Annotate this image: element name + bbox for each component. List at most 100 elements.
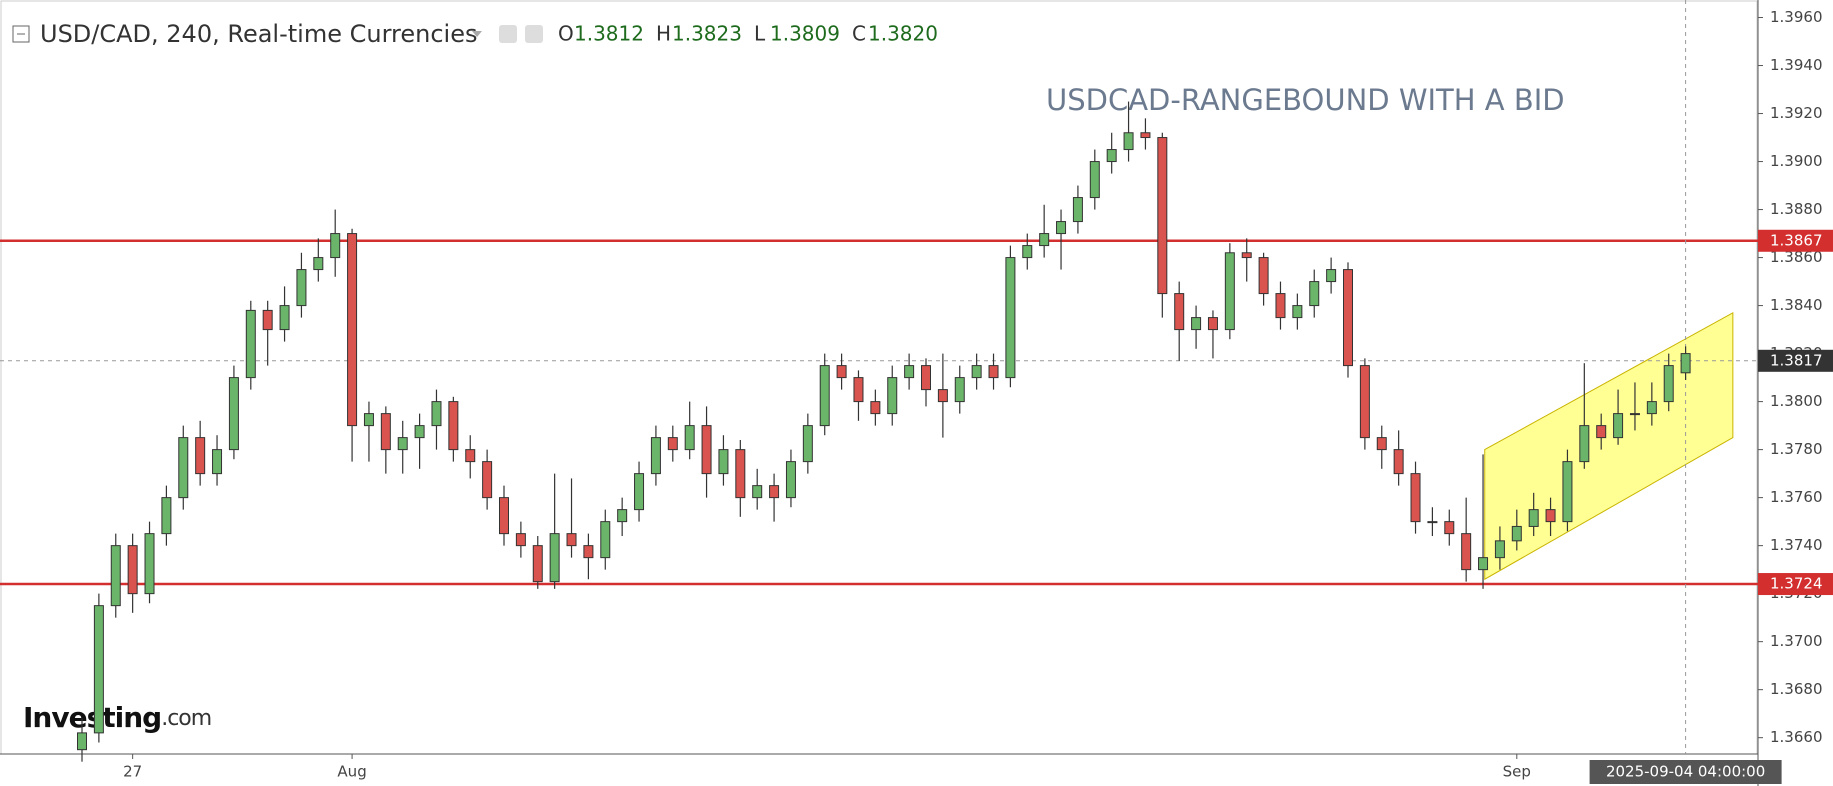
level-label: 1.3867: [1770, 231, 1823, 249]
y-tick-label: 1.3660: [1770, 728, 1823, 746]
candle-body: [397, 437, 408, 451]
candle-body: [363, 413, 374, 427]
last-price-tag: [1758, 349, 1833, 372]
candle-body: [600, 521, 611, 559]
time-label: 2025-09-04 04:00:00: [1606, 763, 1765, 781]
candle-body: [971, 365, 982, 379]
time-tag: [1589, 760, 1782, 784]
y-tick-label: 1.3700: [1770, 632, 1823, 650]
ohlc-value: 1.3809: [770, 22, 840, 46]
candle-body: [735, 449, 746, 499]
candle-body: [262, 309, 273, 331]
candle-body: [1275, 293, 1286, 319]
candle-body: [1646, 401, 1657, 415]
ohlc-header: O 1.3812 H 1.3823 L 1.3809 C 1.3820: [558, 22, 938, 46]
candle-body: [1343, 269, 1353, 367]
candle-body: [1292, 305, 1303, 319]
candle-body: [904, 365, 915, 379]
candle-body: [1663, 365, 1674, 403]
candle-body: [515, 533, 526, 547]
candle-body: [1629, 413, 1640, 416]
candle-body: [667, 437, 678, 451]
candle-body: [954, 377, 965, 403]
y-tick-label: 1.3740: [1770, 536, 1823, 554]
ohlc-value: 1.3812: [574, 22, 644, 46]
candle-body: [414, 425, 425, 439]
candle-body: [836, 365, 847, 379]
eye-icon[interactable]: [499, 25, 517, 43]
candle-body: [1545, 509, 1556, 523]
ohlc-key: O: [558, 22, 574, 46]
candle-body: [1393, 449, 1404, 475]
candle-body: [1596, 425, 1607, 439]
dropdown-arrow[interactable]: [472, 31, 482, 37]
candle-body: [785, 461, 796, 499]
x-tick-label: 27: [123, 763, 142, 781]
symbol-title: USD/CAD, 240, Real-time Currencies: [40, 20, 477, 48]
candle-body: [819, 365, 830, 427]
candle-body: [1224, 252, 1235, 331]
candle-body: [499, 497, 509, 535]
candle-body: [988, 365, 999, 379]
candle-body: [1478, 557, 1489, 571]
candle-body: [1427, 521, 1438, 524]
candle-body: [228, 377, 239, 451]
y-tick-label: 1.3780: [1770, 440, 1823, 458]
y-tick-label: 1.3920: [1770, 104, 1823, 122]
settings-icon[interactable]: [525, 25, 543, 43]
candle-body: [1072, 197, 1083, 223]
candle-body: [1410, 473, 1421, 523]
candle-body: [212, 449, 223, 475]
candle-body: [279, 305, 290, 331]
candle-body: [1056, 221, 1067, 235]
candle-body: [532, 545, 543, 583]
collapse-icon[interactable]: [12, 25, 30, 43]
candle-body: [684, 425, 695, 451]
candle-body: [650, 437, 661, 475]
candle-body: [1359, 365, 1370, 439]
candle-body: [1461, 533, 1472, 571]
logo: Investing.com: [23, 701, 211, 734]
candle-body: [802, 425, 813, 463]
logo-suffix: .com: [161, 706, 211, 731]
candle-body: [1680, 353, 1691, 374]
candle-body: [887, 377, 898, 415]
candle-body: [1528, 509, 1539, 527]
y-tick-label: 1.3880: [1770, 200, 1823, 218]
annotation: USDCAD-RANGEBOUND WITH A BID: [1046, 83, 1565, 117]
candle-body: [1511, 525, 1522, 542]
candle-body: [178, 437, 189, 499]
candle-body: [1613, 413, 1624, 439]
candle-body: [1241, 252, 1252, 259]
candle-body: [1005, 257, 1016, 379]
candle-body: [1376, 437, 1387, 451]
candle-body: [769, 485, 780, 499]
candle-body: [77, 732, 87, 751]
candle-body: [1039, 233, 1050, 247]
candle-body: [617, 509, 628, 523]
candle-body: [1022, 245, 1033, 259]
x-tick-label: Sep: [1503, 763, 1531, 781]
y-tick-label: 1.3860: [1770, 248, 1823, 266]
level-tag: [1758, 573, 1833, 596]
candle-body: [921, 365, 931, 391]
y-tick-label: 1.3760: [1770, 488, 1823, 506]
candle-body: [431, 401, 442, 427]
candle-body: [1579, 425, 1590, 463]
candle-body: [1444, 521, 1455, 535]
candle-body: [583, 545, 594, 559]
x-tick-label: Aug: [337, 763, 366, 781]
candle-body: [1123, 132, 1134, 151]
candle-body: [752, 485, 763, 499]
candle-body: [448, 401, 459, 451]
candle-body: [93, 605, 104, 734]
candle-body: [144, 533, 155, 595]
candle-body: [110, 545, 121, 607]
candle-body: [195, 437, 206, 475]
level-label: 1.3724: [1770, 575, 1823, 593]
candle-body: [1562, 461, 1573, 523]
candle-body: [465, 449, 476, 463]
logo-main: Investing: [23, 701, 161, 734]
